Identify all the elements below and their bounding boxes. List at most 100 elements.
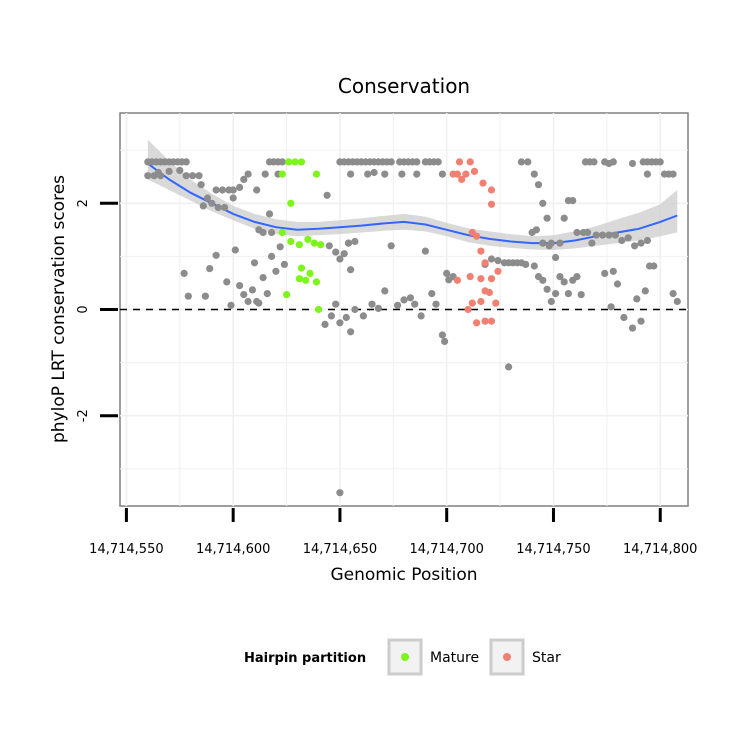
point-star xyxy=(458,175,466,183)
point-other xyxy=(560,214,568,222)
point-other xyxy=(208,199,216,207)
point-other xyxy=(620,313,628,322)
point-star xyxy=(487,200,496,208)
point-other xyxy=(387,242,395,250)
legend-label-mature: Mature xyxy=(430,650,479,666)
point-other xyxy=(650,262,658,270)
point-other xyxy=(253,186,261,194)
point-other xyxy=(552,290,560,298)
point-other xyxy=(637,239,645,247)
point-other xyxy=(543,214,551,222)
point-other xyxy=(539,239,547,247)
point-other xyxy=(434,158,442,166)
point-other xyxy=(524,158,532,166)
point-other xyxy=(428,290,436,298)
point-other xyxy=(633,295,641,303)
point-other xyxy=(530,262,538,270)
point-other xyxy=(180,269,188,277)
point-other xyxy=(184,292,192,300)
point-star xyxy=(473,232,481,240)
point-other xyxy=(182,172,190,180)
point-mature xyxy=(297,158,306,166)
point-other xyxy=(394,301,402,309)
confidence-band xyxy=(147,139,678,250)
point-other xyxy=(669,170,677,178)
point-other xyxy=(547,297,555,306)
point-other xyxy=(368,300,376,308)
point-other xyxy=(244,297,252,306)
point-other xyxy=(438,331,446,339)
point-mature xyxy=(312,170,321,178)
point-other xyxy=(560,278,568,286)
point-other xyxy=(643,236,652,245)
point-other xyxy=(584,228,592,237)
point-other xyxy=(229,194,237,202)
point-mature xyxy=(297,264,306,272)
confidence-band-group xyxy=(147,139,678,250)
point-other xyxy=(265,210,274,218)
point-other xyxy=(505,363,513,371)
point-other xyxy=(231,246,239,254)
point-other xyxy=(347,266,355,274)
point-other xyxy=(154,168,162,177)
point-other xyxy=(618,236,626,245)
point-other xyxy=(278,158,286,166)
point-star xyxy=(453,170,461,178)
x-tick-label: 14,714,700 xyxy=(409,542,483,557)
point-mature xyxy=(291,158,299,166)
point-other xyxy=(530,170,538,178)
x-axis-title: Genomic Position xyxy=(330,565,477,585)
point-other xyxy=(374,304,382,312)
point-other xyxy=(229,186,237,194)
point-other xyxy=(539,276,547,284)
point-other xyxy=(176,166,184,174)
point-other xyxy=(240,175,248,183)
x-tick-label: 14,714,800 xyxy=(623,542,697,557)
point-other xyxy=(347,170,355,178)
point-other xyxy=(340,250,348,258)
point-mature xyxy=(304,235,312,243)
point-other xyxy=(398,170,406,178)
point-other xyxy=(182,158,190,166)
point-other xyxy=(261,170,269,178)
point-other xyxy=(534,181,543,189)
point-mature xyxy=(295,275,303,283)
point-star xyxy=(481,317,489,325)
point-other xyxy=(268,228,276,237)
point-other xyxy=(411,300,419,308)
point-other xyxy=(351,237,359,246)
legend-label-star: Star xyxy=(532,650,561,666)
point-other xyxy=(347,328,355,336)
point-other xyxy=(236,183,244,191)
y-axis-title: phyloP LRT conservation scores xyxy=(49,175,69,443)
point-other xyxy=(221,203,229,212)
point-other xyxy=(432,300,440,308)
point-other xyxy=(144,172,152,180)
legend-dot-star xyxy=(503,653,511,661)
point-star xyxy=(466,273,474,281)
point-other xyxy=(268,252,276,260)
point-other xyxy=(336,319,344,327)
point-other xyxy=(336,255,344,263)
point-other xyxy=(206,265,214,273)
point-mature xyxy=(295,241,303,249)
smooth-line xyxy=(147,162,678,245)
point-star xyxy=(477,247,485,255)
point-star xyxy=(455,158,464,166)
point-mature xyxy=(285,158,293,166)
point-other xyxy=(487,255,496,263)
point-star xyxy=(470,167,479,175)
point-other xyxy=(195,172,203,180)
point-other xyxy=(259,274,267,282)
point-other xyxy=(605,231,613,239)
point-other xyxy=(336,489,344,497)
point-star xyxy=(487,275,496,283)
point-other xyxy=(543,285,551,293)
point-other xyxy=(201,292,209,300)
point-star xyxy=(453,276,461,284)
y-axis: -2 0 2 xyxy=(76,199,118,422)
point-other xyxy=(413,158,421,166)
point-other xyxy=(624,234,632,242)
point-other xyxy=(212,186,220,194)
point-star xyxy=(477,275,485,283)
